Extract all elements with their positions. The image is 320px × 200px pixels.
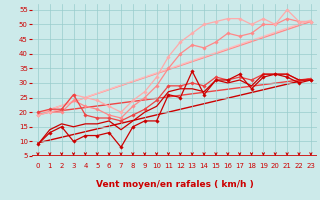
X-axis label: Vent moyen/en rafales ( km/h ): Vent moyen/en rafales ( km/h ): [96, 180, 253, 189]
